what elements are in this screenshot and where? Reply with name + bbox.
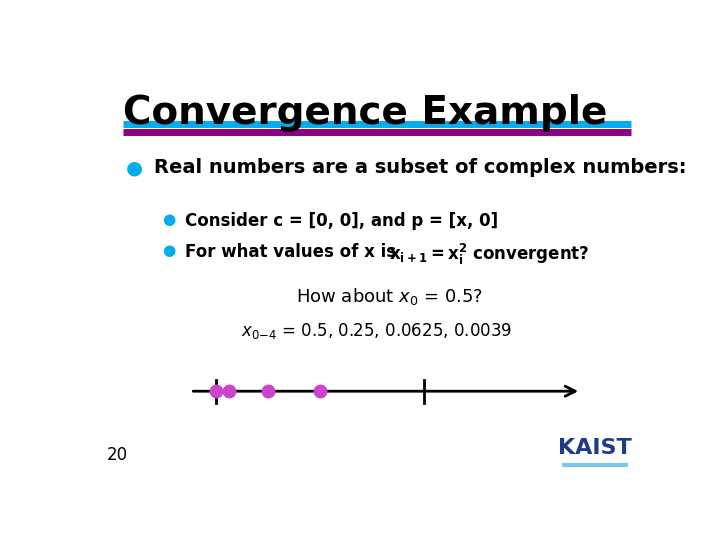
Text: $\mathbf{x_{i+1} = x_i^2}$ convergent?: $\mathbf{x_{i+1} = x_i^2}$ convergent? (389, 241, 589, 267)
Text: ●: ● (126, 158, 143, 177)
Text: Consider c = [0, 0], and p = [x, 0]: Consider c = [0, 0], and p = [x, 0] (185, 212, 498, 231)
Text: 20: 20 (107, 446, 128, 464)
Text: Convergence Example: Convergence Example (124, 94, 608, 132)
Text: KAIST: KAIST (558, 438, 632, 458)
Text: ●: ● (163, 243, 176, 258)
Text: How about $x_0$ = 0.5?: How about $x_0$ = 0.5? (297, 286, 484, 307)
Text: $x_{0\mathregular{-}4}$ = 0.5, 0.25, 0.0625, 0.0039: $x_{0\mathregular{-}4}$ = 0.5, 0.25, 0.0… (240, 321, 512, 341)
Text: Real numbers are a subset of complex numbers:: Real numbers are a subset of complex num… (154, 158, 687, 177)
Text: For what values of x is: For what values of x is (185, 243, 402, 261)
Text: ●: ● (163, 212, 176, 227)
